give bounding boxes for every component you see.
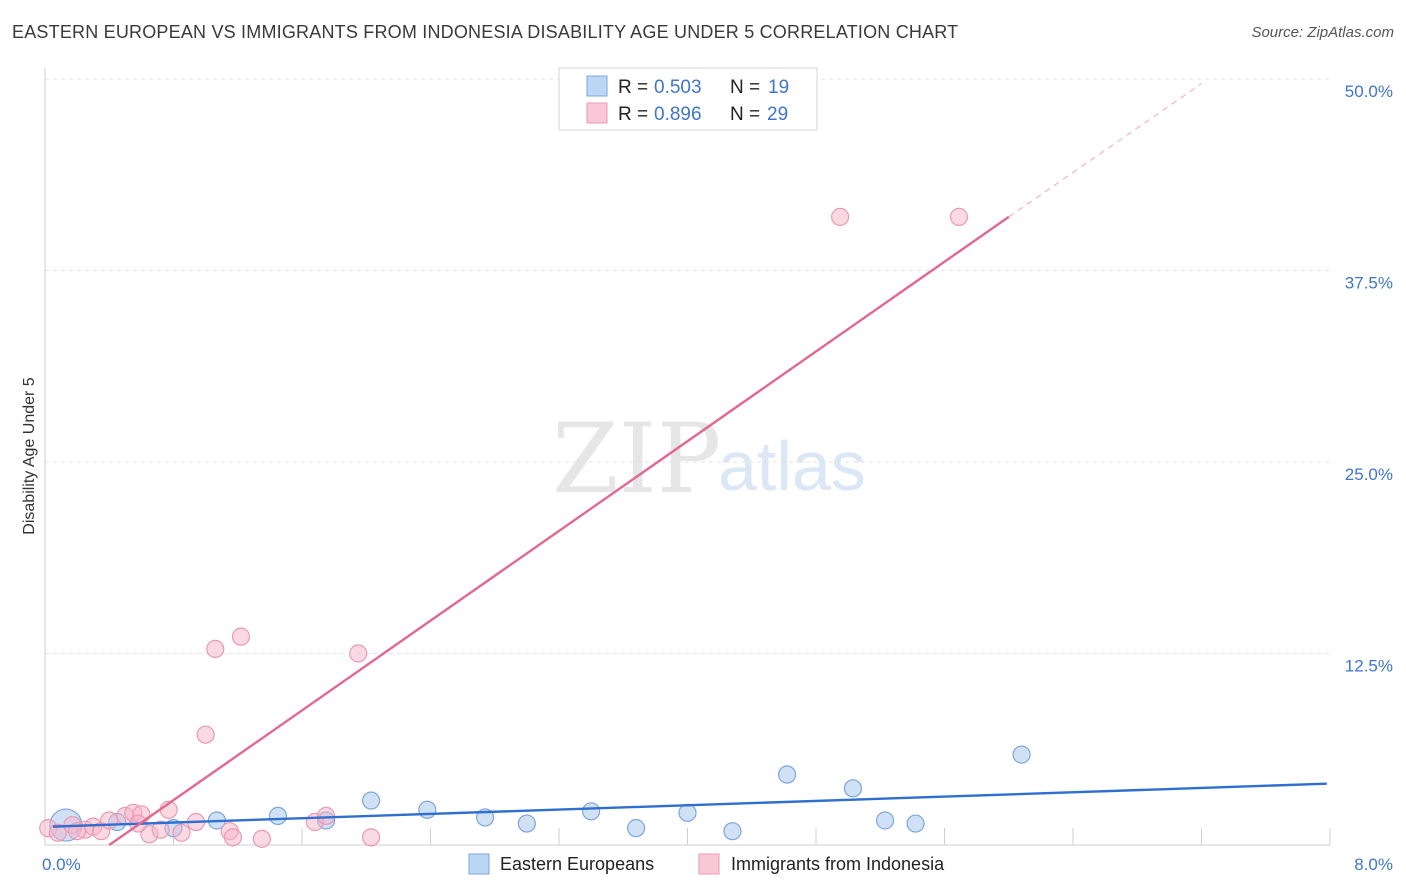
y-tick-label: 37.5%	[1345, 274, 1393, 293]
x-tick-labels: 0.0% 8.0%	[42, 855, 1393, 874]
point-eastern-european	[626, 819, 646, 838]
point-eastern-european	[1012, 745, 1031, 764]
point-indonesia	[949, 207, 969, 226]
point-eastern-european	[777, 765, 797, 784]
y-axis-label: Disability Age Under 5	[21, 377, 38, 535]
data-points	[39, 207, 1031, 848]
point-eastern-european	[517, 814, 536, 833]
legend-r-value-2: 0.896	[654, 104, 702, 125]
y-tick-label: 12.5%	[1345, 657, 1393, 676]
trend-line-indonesia-extension	[1008, 83, 1202, 218]
source-credit: Source: ZipAtlas.com	[1251, 24, 1394, 41]
point-indonesia	[830, 207, 850, 226]
point-eastern-european	[268, 806, 288, 825]
point-indonesia	[361, 828, 381, 847]
bottom-legend-swatch-indonesia	[698, 853, 720, 875]
point-indonesia	[349, 644, 368, 663]
legend-r-label-2: R =	[618, 104, 648, 125]
point-eastern-european	[418, 800, 437, 819]
watermark-zip: ZIP	[552, 403, 721, 515]
point-indonesia	[252, 829, 271, 848]
legend-swatch-indonesia	[586, 102, 608, 124]
legend-n-value-2: 29	[767, 104, 788, 125]
trend-lines	[52, 83, 1327, 846]
trend-line-indonesia	[108, 215, 1010, 846]
watermark: ZIP atlas	[552, 403, 866, 515]
legend: R = 0.503 N = 19 R = 0.896 N = 29	[558, 67, 818, 131]
point-eastern-european	[843, 779, 863, 798]
y-tick-labels: 12.5% 25.0% 37.5% 50.0%	[1345, 82, 1393, 676]
point-indonesia	[196, 725, 215, 744]
point-indonesia	[223, 828, 243, 847]
chart-title: EASTERN EUROPEAN VS IMMIGRANTS FROM INDO…	[12, 22, 959, 42]
point-eastern-european	[582, 802, 601, 821]
legend-n-label-2: N =	[730, 104, 760, 125]
y-tick-label: 50.0%	[1345, 82, 1393, 101]
trend-line-eastern	[52, 782, 1327, 828]
point-indonesia	[206, 639, 225, 659]
legend-swatch-eastern	[586, 75, 608, 97]
point-indonesia	[231, 627, 251, 646]
legend-n-value-1: 19	[768, 77, 789, 98]
point-indonesia	[172, 823, 191, 842]
x-tick-label-max: 8.0%	[1354, 855, 1393, 874]
point-eastern-european	[723, 822, 742, 841]
point-eastern-european	[361, 791, 381, 810]
bottom-legend-label-eastern: Eastern Europeans	[500, 854, 654, 874]
bottom-legend-label-indonesia: Immigrants from Indonesia	[731, 854, 945, 874]
point-indonesia	[316, 806, 336, 825]
point-eastern-european	[875, 811, 895, 830]
watermark-atlas: atlas	[718, 427, 866, 505]
y-tick-label: 25.0%	[1345, 465, 1393, 484]
point-indonesia	[100, 811, 119, 830]
point-eastern-european	[678, 803, 697, 822]
legend-r-label-1: R =	[618, 77, 648, 98]
gridlines	[45, 78, 1331, 845]
bottom-legend-swatch-eastern	[468, 853, 490, 875]
point-indonesia	[48, 823, 67, 842]
legend-r-value-1: 0.503	[654, 77, 702, 98]
bottom-legend: Eastern Europeans Immigrants from Indone…	[468, 853, 945, 875]
point-eastern-european	[906, 814, 925, 833]
point-indonesia	[151, 820, 170, 839]
legend-n-label-1: N =	[730, 77, 760, 98]
x-tick-label-min: 0.0%	[42, 855, 81, 874]
